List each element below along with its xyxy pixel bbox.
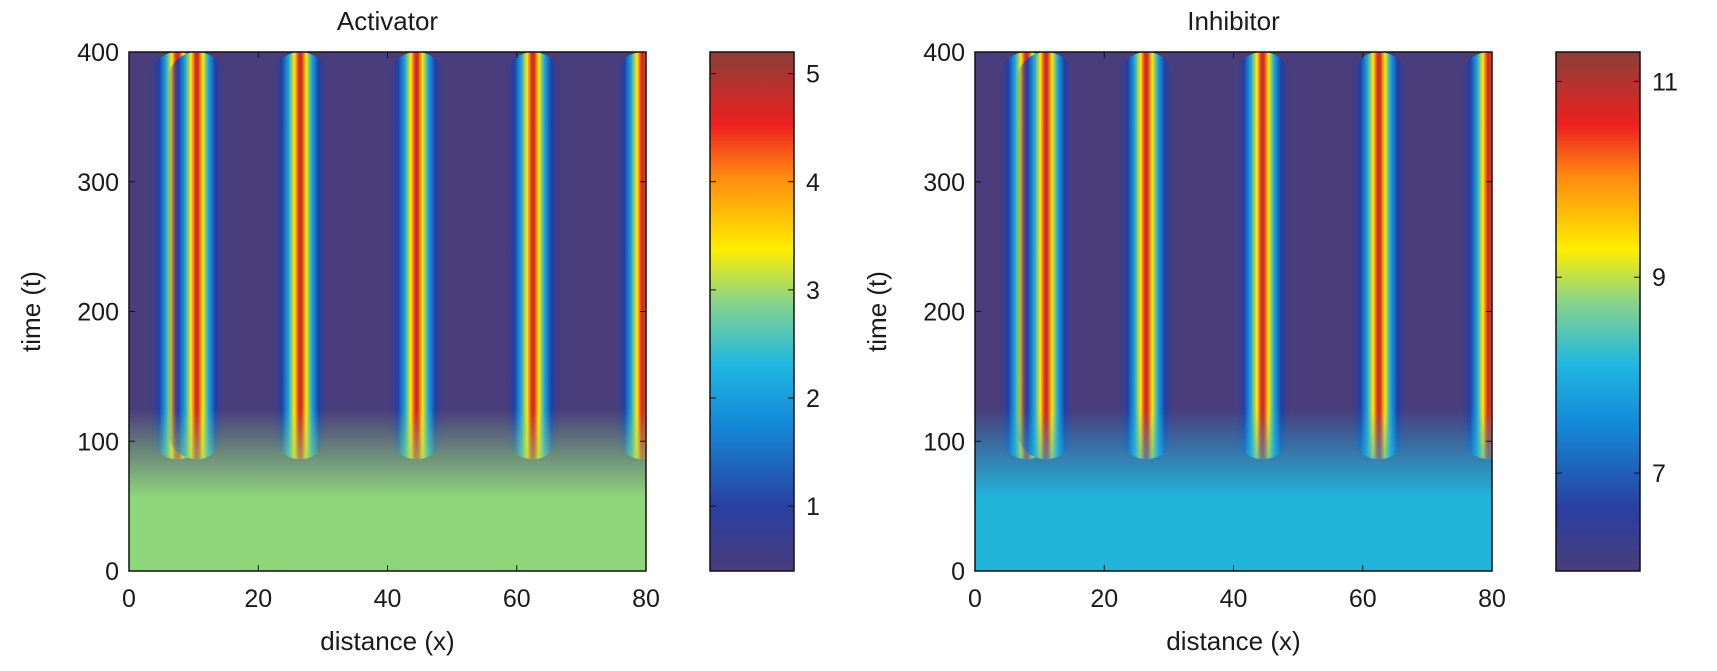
colorbar-tick-label: 7 <box>1652 460 1666 488</box>
x-tick-label: 20 <box>244 585 272 613</box>
x-tick-label: 80 <box>632 585 660 613</box>
chart-panel-0: Activator 0 20 40 60 80 0 100 200 300 400 distance … <box>16 6 820 656</box>
y-axis-label: time (t) <box>862 271 892 352</box>
x-tick-label: 60 <box>503 585 531 613</box>
x-tick-label: 80 <box>1478 585 1506 613</box>
y-tick-label: 300 <box>923 169 965 197</box>
y-axis-label: time (t) <box>16 271 46 352</box>
stripe-3 <box>387 52 446 460</box>
x-tick-label: 0 <box>968 585 982 613</box>
colorbar-tick-label: 5 <box>806 61 820 89</box>
x-tick-label: 0 <box>122 585 136 613</box>
steady-region <box>975 408 1492 571</box>
stripe-2 <box>1117 52 1176 460</box>
x-tick-label: 20 <box>1090 585 1118 613</box>
stripe-3 <box>1233 52 1292 460</box>
colorbar-tick-label: 4 <box>806 169 820 197</box>
stripe-1 <box>1017 52 1076 460</box>
steady-region <box>129 408 646 571</box>
y-tick-label: 0 <box>951 558 965 586</box>
heatmap-area <box>975 52 1492 571</box>
colorbar <box>710 52 794 571</box>
x-axis-label: distance (x) <box>320 626 454 656</box>
heatmap-area <box>129 52 646 571</box>
y-tick-label: 400 <box>77 39 119 67</box>
colorbar-frame <box>709 51 795 572</box>
chart-title: Inhibitor <box>1187 6 1280 36</box>
colorbar-tick-label: 11 <box>1652 68 1678 96</box>
colorbar-tick-label: 2 <box>806 385 820 413</box>
y-tick-label: 200 <box>77 299 119 327</box>
y-tick-label: 100 <box>923 428 965 456</box>
stripe-1 <box>167 52 226 460</box>
stripe-5 <box>613 52 646 460</box>
colorbar-frame <box>1555 51 1641 572</box>
stripe-4 <box>503 52 562 460</box>
colorbar-tick-label: 9 <box>1652 264 1666 292</box>
colorbar <box>1556 52 1640 571</box>
chart-title: Activator <box>337 6 438 36</box>
x-tick-label: 40 <box>374 585 402 613</box>
stripe-2 <box>271 52 330 460</box>
colorbar-tick-label: 3 <box>806 277 820 305</box>
colorbar-tick-label: 1 <box>806 493 820 521</box>
y-tick-label: 200 <box>923 299 965 327</box>
x-tick-label: 60 <box>1349 585 1377 613</box>
y-tick-label: 100 <box>77 428 119 456</box>
y-tick-label: 0 <box>105 558 119 586</box>
stripe-4 <box>1349 52 1408 460</box>
chart-panel-1: Inhibitor 0 20 40 60 80 0 100 200 300 400 distance … <box>862 6 1678 656</box>
x-tick-label: 40 <box>1220 585 1248 613</box>
y-tick-label: 400 <box>923 39 965 67</box>
stripe-5 <box>1459 52 1492 460</box>
x-axis-label: distance (x) <box>1166 626 1300 656</box>
y-tick-label: 300 <box>77 169 119 197</box>
